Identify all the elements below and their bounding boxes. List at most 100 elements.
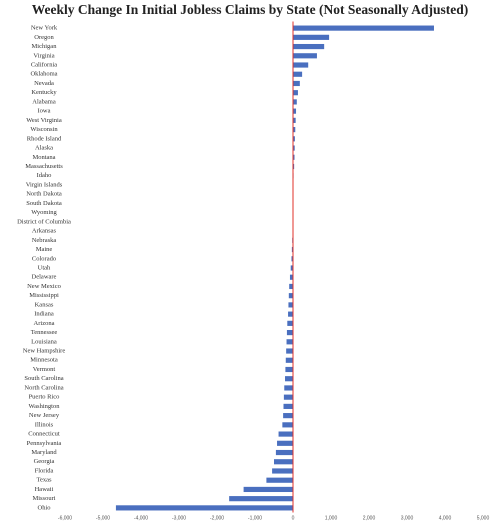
bar	[293, 62, 309, 68]
bar	[289, 283, 293, 290]
x-tick-label: -4,000	[134, 515, 148, 521]
x-tick-label: 5,000	[477, 515, 490, 521]
y-tick-label: New York	[31, 25, 58, 32]
x-tick-label: -2,000	[210, 515, 224, 521]
bar	[285, 357, 293, 363]
bar	[286, 330, 293, 336]
y-tick-label: Colorado	[32, 255, 56, 262]
y-tick-label: Michigan	[32, 43, 58, 50]
y-tick-label: Massachusetts	[25, 163, 63, 170]
bar	[229, 496, 293, 502]
y-tick-label: Wisconsin	[30, 126, 58, 133]
y-tick-label: Hawaii	[35, 486, 54, 493]
bar	[290, 265, 293, 271]
y-tick-label: Virginia	[33, 52, 54, 59]
y-tick-label: North Carolina	[24, 384, 63, 391]
y-tick-label: Maryland	[31, 449, 57, 456]
y-tick-label: Vermont	[33, 366, 56, 373]
y-tick-label: Utah	[38, 264, 51, 271]
bar	[285, 376, 293, 382]
y-tick-label: South Carolina	[24, 375, 63, 382]
bar	[288, 302, 293, 308]
y-tick-label: Kentucky	[31, 89, 57, 96]
bar	[293, 163, 295, 170]
bar	[293, 117, 296, 123]
bar	[275, 449, 293, 456]
bar	[286, 339, 293, 345]
y-tick-label: Iowa	[38, 108, 51, 115]
y-tick-label: Delaware	[32, 274, 57, 281]
y-tick-label: Ohio	[38, 504, 51, 511]
y-tick-label: Nevada	[34, 80, 54, 87]
bar	[243, 486, 293, 493]
y-tick-label: Tennessee	[31, 329, 58, 336]
x-tick-label: -3,000	[172, 515, 186, 521]
y-tick-label: Maine	[36, 246, 53, 253]
bar	[293, 43, 325, 50]
y-tick-label: Connecticut	[28, 431, 60, 438]
y-tick-label: Florida	[35, 467, 54, 474]
y-tick-label: Georgia	[34, 458, 55, 465]
y-tick-label: Minnesota	[30, 357, 58, 364]
y-tick-label: Texas	[36, 477, 52, 484]
y-tick-label: Oklahoma	[30, 71, 57, 78]
bar	[293, 25, 434, 31]
bar	[288, 311, 293, 317]
y-tick-label: Rhode Island	[27, 135, 62, 142]
y-tick-label: Illinois	[35, 421, 54, 428]
y-tick-label: Louisiana	[31, 338, 57, 345]
y-tick-label: Arkansas	[32, 228, 57, 235]
y-tick-label: Puerto Rico	[29, 394, 60, 401]
y-tick-label: West Virginia	[26, 117, 62, 124]
y-tick-label: California	[31, 62, 57, 69]
bar	[283, 413, 293, 419]
y-tick-label: Nebraska	[32, 237, 57, 244]
bar	[293, 145, 295, 151]
y-tick-label: Montana	[32, 154, 55, 161]
bar	[283, 394, 293, 400]
x-tick-label: -1,000	[248, 515, 262, 521]
x-tick-label: 0	[292, 515, 295, 521]
bar	[115, 505, 293, 511]
bar	[272, 468, 293, 474]
bar	[291, 256, 293, 262]
y-tick-label: New Hampshire	[23, 348, 66, 355]
y-tick-label: Missouri	[32, 495, 55, 502]
y-tick-label: Indiana	[34, 311, 54, 318]
bar	[293, 34, 330, 40]
bar	[284, 385, 293, 391]
y-tick-label: Washington	[29, 403, 61, 410]
y-tick-label: Mississippi	[29, 292, 59, 299]
x-tick-label: -5,000	[96, 515, 110, 521]
bar	[274, 459, 293, 465]
bar	[291, 246, 293, 253]
y-tick-label: Oregon	[34, 34, 54, 41]
x-tick-label: 1,000	[325, 515, 338, 521]
y-tick-label: Idaho	[37, 172, 52, 179]
y-tick-label: South Dakota	[26, 200, 62, 207]
y-tick-label: New Jersey	[29, 412, 60, 419]
bar	[278, 431, 293, 437]
bar	[293, 108, 297, 114]
y-tick-label: New Mexico	[27, 283, 61, 290]
y-tick-label: Arizona	[34, 320, 55, 327]
bar	[282, 422, 293, 428]
bar	[285, 366, 293, 373]
bar	[289, 274, 293, 280]
x-tick-label: 3,000	[401, 515, 414, 521]
chart-title: Weekly Change In Initial Jobless Claims …	[32, 2, 469, 17]
y-tick-label: District of Columbia	[17, 218, 71, 225]
bar	[266, 477, 293, 483]
bar	[277, 440, 293, 446]
y-tick-label: North Dakota	[26, 191, 62, 198]
x-tick-label: 2,000	[363, 515, 376, 521]
bar	[293, 99, 297, 105]
bar	[293, 80, 300, 87]
y-tick-label: Wyoming	[31, 209, 57, 216]
y-tick-label: Kansas	[35, 301, 54, 308]
bar	[288, 293, 293, 299]
bar	[293, 90, 298, 96]
bar	[286, 348, 293, 354]
